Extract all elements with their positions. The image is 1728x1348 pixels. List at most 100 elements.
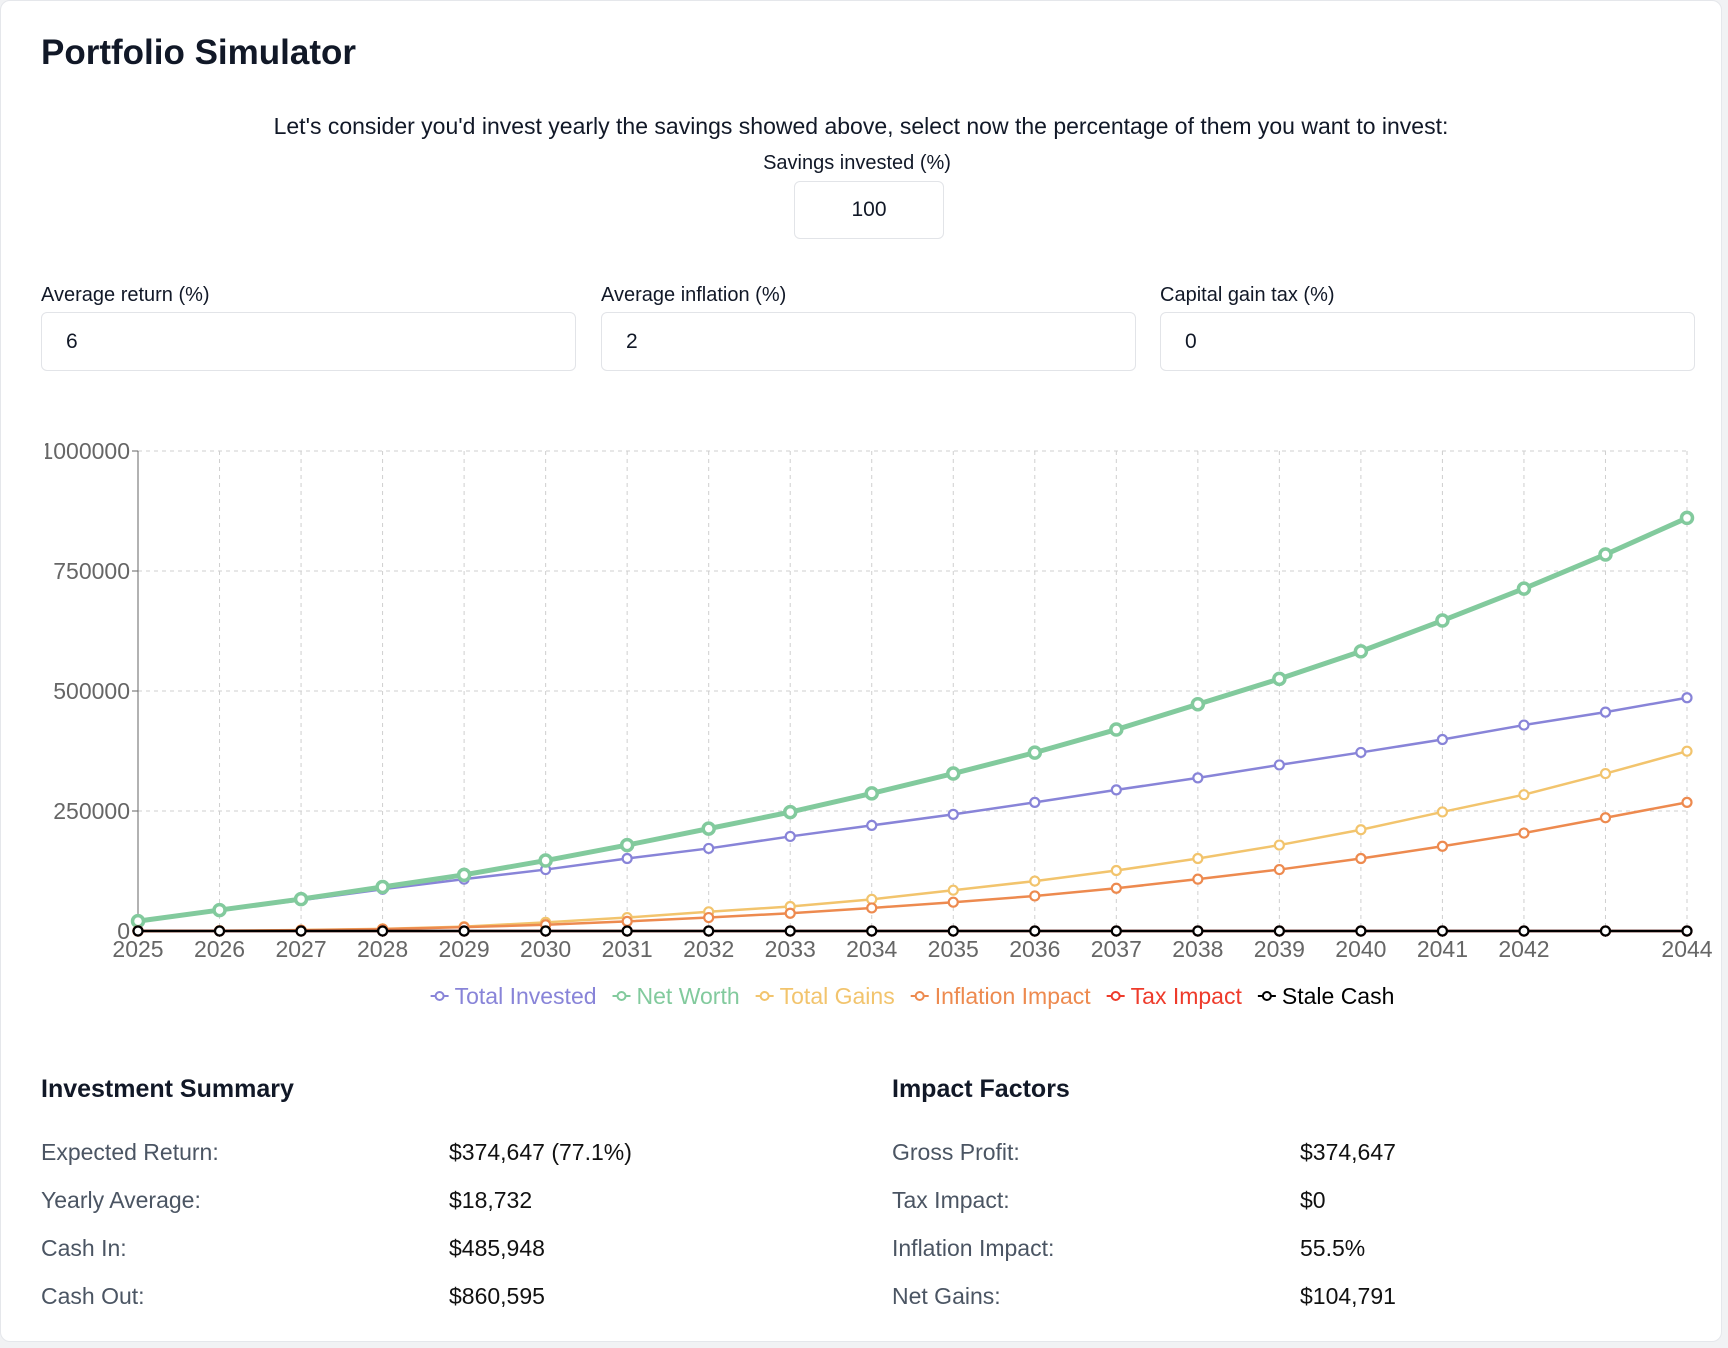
data-point: [1190, 696, 1206, 712]
data-point: [295, 925, 307, 937]
data-point: [1679, 510, 1695, 526]
data-point: [456, 867, 472, 883]
data-point: [621, 915, 633, 927]
data-point: [1681, 745, 1693, 757]
data-point: [947, 808, 959, 820]
data-point: [784, 907, 796, 919]
legend-label: Total Invested: [455, 983, 597, 1009]
data-point: [1110, 925, 1122, 937]
data-point: [947, 925, 959, 937]
data-point: [1273, 925, 1285, 937]
data-point: [1355, 852, 1367, 865]
x-tick-label: 2026: [194, 936, 245, 962]
x-tick-label: 2042: [1498, 936, 1549, 962]
x-tick-label: 2033: [765, 936, 816, 962]
row-value: $374,647 (77.1%): [449, 1139, 632, 1165]
row-value: $18,732: [449, 1187, 533, 1213]
data-point: [130, 913, 146, 929]
legend-label: Total Gains: [780, 983, 895, 1009]
row-value: $104,791: [1300, 1283, 1396, 1309]
x-tick-label: 2034: [846, 936, 897, 962]
x-tick-label: 2030: [520, 936, 571, 962]
data-point: [1436, 925, 1449, 937]
data-point: [619, 837, 635, 853]
data-point: [1355, 746, 1367, 759]
data-point: [1109, 722, 1124, 737]
number-input[interactable]: 2: [601, 312, 1136, 371]
x-tick-label: 2036: [1009, 936, 1060, 962]
data-point: [1681, 796, 1693, 808]
data-point: [1027, 745, 1043, 760]
data-point: [1518, 827, 1530, 839]
data-point: [293, 891, 309, 907]
data-point: [1192, 873, 1204, 885]
data-point: [376, 925, 389, 937]
data-point: [621, 925, 633, 937]
row-label: Net Gains:: [892, 1283, 1001, 1309]
data-point: [1355, 824, 1367, 836]
savings-label: Savings invested (%): [763, 152, 951, 174]
page-title: Portfolio Simulator: [41, 33, 356, 72]
row-value: 55.5%: [1300, 1235, 1366, 1261]
legend-label: Inflation Impact: [935, 983, 1092, 1009]
data-point: [703, 842, 715, 855]
data-point: [1516, 581, 1532, 596]
chart: 0 250000 500000 750000 1000000 2025 2026 2027 20…: [45, 438, 1713, 1009]
series-line: [137, 515, 1689, 924]
number-input[interactable]: 6: [41, 312, 576, 371]
data-point: [1273, 863, 1285, 876]
x-tick-label: 2031: [602, 936, 653, 962]
x-tick-label: 2029: [439, 936, 490, 962]
data-point: [1518, 789, 1530, 801]
savings-input[interactable]: 100: [794, 181, 944, 239]
data-point: [1598, 547, 1613, 562]
legend-icon: [914, 991, 925, 1001]
data-point: [1599, 925, 1612, 937]
data-point: [375, 879, 390, 895]
x-tick-label: 2041: [1417, 936, 1468, 962]
row-value: $485,948: [449, 1235, 545, 1261]
legend-icon: [759, 991, 770, 1001]
input-label: Average return (%): [41, 284, 210, 306]
data-point: [947, 884, 959, 896]
row-value: $374,647: [1300, 1139, 1396, 1165]
legend-label: Stale Cash: [1282, 983, 1395, 1009]
data-point: [866, 925, 878, 937]
y-tick-label: 750000: [53, 558, 130, 584]
data-point: [703, 925, 715, 937]
data-point: [1029, 890, 1041, 902]
data-point: [1681, 692, 1693, 704]
row-label: Inflation Impact:: [892, 1235, 1055, 1261]
data-point: [1273, 839, 1285, 851]
legend-label: Tax Impact: [1131, 983, 1243, 1009]
row-value: $0: [1300, 1187, 1326, 1213]
series-line: [137, 801, 1688, 933]
x-tick-label: 2035: [928, 936, 979, 962]
data-point: [701, 821, 716, 836]
data-point: [212, 902, 227, 918]
row-label: Cash In:: [41, 1235, 127, 1261]
data-point: [1029, 875, 1041, 887]
row-label: Cash Out:: [41, 1283, 145, 1309]
data-point: [1599, 706, 1612, 718]
legend: Total Invested Net Worth Total Gains Inflat…: [430, 983, 1395, 1009]
data-point: [784, 925, 796, 937]
data-point: [1599, 812, 1612, 824]
data-point: [1273, 759, 1285, 771]
legend-icon: [1261, 991, 1272, 1001]
x-tick-label: 2032: [683, 936, 734, 962]
intro-text: Let's consider you'd invest yearly the s…: [273, 113, 1449, 139]
x-tick-label: 2028: [357, 936, 408, 962]
data-point: [1435, 613, 1450, 628]
x-tick-label: 2040: [1335, 936, 1386, 962]
data-point: [1518, 925, 1530, 937]
data-point: [132, 925, 144, 937]
data-point: [1272, 671, 1287, 687]
input-label: Capital gain tax (%): [1160, 284, 1335, 306]
data-point: [540, 925, 552, 937]
legend-label: Net Worth: [637, 983, 740, 1009]
number-input[interactable]: 0: [1160, 312, 1695, 371]
y-tick-label: 0: [117, 918, 130, 944]
data-point: [1192, 925, 1204, 937]
